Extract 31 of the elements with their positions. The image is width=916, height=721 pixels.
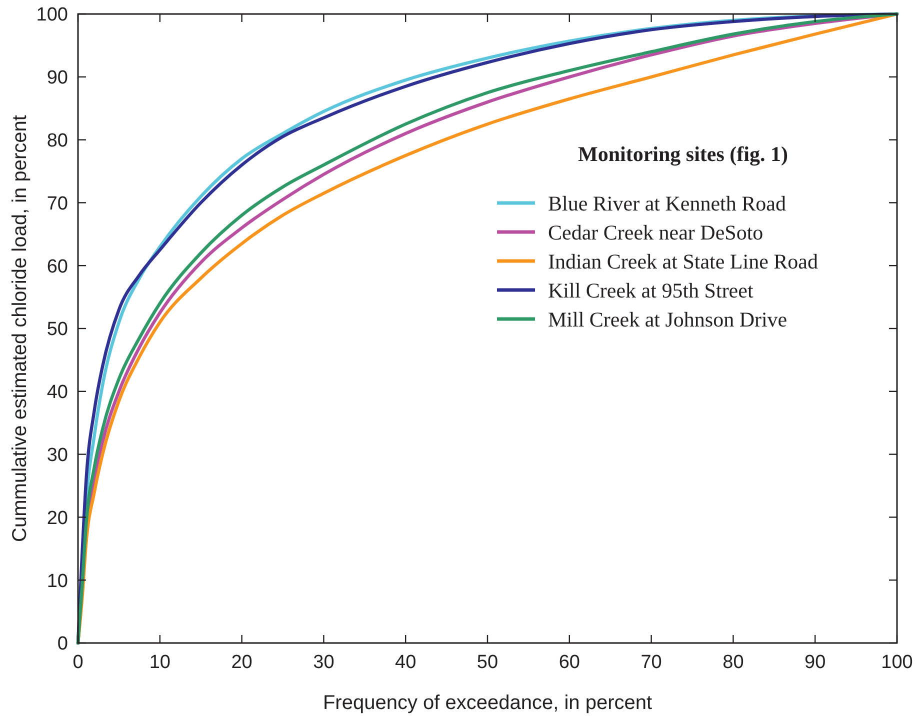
x-tick-label: 80 (722, 652, 744, 673)
y-tick-label: 40 (46, 382, 68, 404)
y-tick-label: 80 (46, 130, 68, 152)
x-tick-label: 90 (804, 652, 826, 673)
x-tick-label: 50 (476, 652, 498, 673)
x-tick-label: 70 (640, 652, 662, 673)
legend-label: Cedar Creek near DeSoto (548, 220, 764, 244)
x-axis-title: Frequency of exceedance, in percent (322, 692, 652, 714)
y-tick-label: 50 (46, 319, 68, 340)
y-tick-label: 70 (46, 193, 68, 214)
x-tick-label: 20 (231, 652, 252, 673)
x-tick-label: 0 (72, 652, 84, 673)
y-tick-label: 10 (46, 570, 68, 592)
legend-label: Mill Creek at Johnson Drive (548, 307, 788, 332)
x-tick-label: 10 (149, 652, 170, 673)
line-series (76, 12, 899, 645)
y-tick-label: 0 (57, 634, 68, 655)
x-tick-label: 40 (395, 652, 416, 673)
y-tick-label: 20 (46, 508, 68, 529)
x-tick-label: 30 (313, 652, 334, 673)
y-tick-label: 60 (46, 256, 68, 278)
y-tick-label: 100 (36, 4, 68, 26)
y-axis-title: Cummulative estimated chloride load, in percent (9, 114, 31, 542)
y-tick-label: 90 (46, 68, 68, 89)
legend-label: Indian Creek at State Line Road (548, 249, 818, 274)
y-tick-label: 30 (46, 444, 68, 466)
x-tick-label: 60 (558, 652, 580, 673)
legend-label: Blue River at Kenneth Road (548, 191, 786, 216)
x-tick-label: 100 (881, 652, 913, 673)
legend-label: Kill Creek at 95th Street (548, 278, 754, 302)
legend-title: Monitoring sites (fig. 1) (578, 142, 788, 166)
